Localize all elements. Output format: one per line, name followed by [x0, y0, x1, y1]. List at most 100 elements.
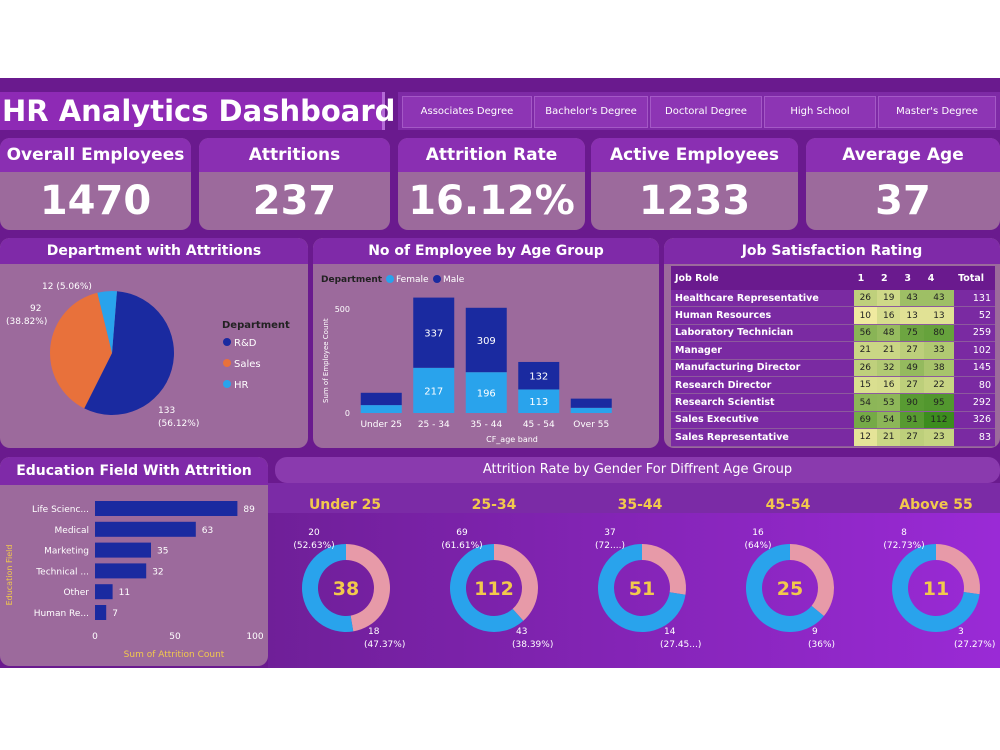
table-header[interactable]: 1: [853, 266, 877, 290]
bar-female[interactable]: [360, 405, 402, 413]
legend-swatch-female: [386, 275, 394, 283]
bar-male[interactable]: [570, 398, 612, 408]
donut-female-pct: (36%): [808, 640, 835, 650]
pie-slice-sales[interactable]: [49, 292, 112, 409]
bar-data-label: 217: [424, 386, 443, 397]
bar-female[interactable]: [413, 367, 455, 413]
donut-slice-male[interactable]: [746, 544, 824, 632]
kpi-value: 1470: [39, 178, 152, 224]
table-header[interactable]: Job Role: [671, 266, 854, 290]
table-header[interactable]: 2: [877, 266, 901, 290]
hbar[interactable]: [95, 521, 196, 537]
age-header-25-34: 25-34: [471, 497, 517, 513]
legend-swatch-male: [433, 275, 441, 283]
donut-total-label: 25: [777, 578, 803, 600]
bar-data-label: 113: [529, 397, 548, 408]
total-cell: 131: [954, 290, 995, 308]
slicer-bachelors-degree[interactable]: Bachelor's Degree: [534, 96, 648, 128]
bar-male[interactable]: [518, 361, 560, 390]
rating-cell: 43: [923, 290, 955, 308]
rating-cell: 10: [853, 306, 877, 325]
donut-female-pct: (38.39%): [512, 640, 553, 650]
x-tick-label: 100: [246, 632, 263, 642]
rating-cell: 32: [877, 359, 901, 377]
donut-male-label: 16: [752, 528, 764, 538]
x-tick-label: 45 - 54: [523, 420, 555, 430]
donut-slice-male[interactable]: [302, 544, 354, 632]
pie-label-rd: 133: [158, 406, 175, 416]
rating-cell: 56: [853, 324, 877, 343]
y-axis-label: Education Field: [5, 545, 14, 606]
donut-slice-male[interactable]: [450, 544, 524, 632]
rating-cell: 95: [923, 393, 955, 412]
job-role-cell: Manufacturing Director: [671, 359, 854, 377]
hbar[interactable]: [95, 501, 238, 516]
bar-data-label: 337: [424, 329, 443, 340]
donut-total-label: 38: [333, 578, 359, 600]
chart-title: Department with Attritions: [0, 238, 308, 264]
kpi-attritions: Attritions 237: [199, 138, 390, 230]
donut-slice-male[interactable]: [892, 544, 980, 632]
table-row: Manager 21 21 27 33 102: [671, 341, 995, 360]
x-axis-label: CF_age band: [486, 435, 538, 444]
rating-cell: 80: [923, 324, 955, 343]
slicer-doctoral-degree[interactable]: Doctoral Degree: [650, 96, 762, 128]
table-row: Research Director 15 16 27 22 80: [671, 376, 995, 395]
table-header[interactable]: 4: [923, 266, 955, 290]
hbar[interactable]: [95, 605, 107, 620]
donut-female-pct: (27.45...): [660, 640, 701, 650]
title-banner: HR Analytics Dashboard: [0, 92, 395, 130]
slicer-masters-degree[interactable]: Master's Degree: [878, 96, 996, 128]
rating-cell: 112: [923, 411, 955, 430]
bar-male[interactable]: [413, 297, 455, 368]
kpi-active-employees: Active Employees 1233: [591, 138, 798, 230]
donut-slice-female[interactable]: [790, 544, 835, 617]
table-header[interactable]: 3: [900, 266, 924, 290]
table-row: Research Scientist 54 53 90 95 292: [671, 393, 995, 412]
bar-female[interactable]: [570, 407, 612, 413]
hbar[interactable]: [95, 563, 147, 579]
age-group-panel: No of Employee by Age Group Department F…: [313, 238, 659, 448]
pie-slice-rd[interactable]: [84, 291, 174, 415]
pie-legend-title: Department: [222, 320, 290, 331]
rating-cell: 12: [853, 428, 877, 447]
hbar[interactable]: [95, 584, 113, 600]
slicer-associates-degree[interactable]: Associates Degree: [402, 96, 532, 128]
bar-female[interactable]: [465, 372, 507, 413]
hbar-data-label: 11: [119, 588, 130, 598]
hbar[interactable]: [95, 542, 151, 558]
table-row: Sales Representative 12 21 27 23 83: [671, 428, 995, 447]
donut-slice-female[interactable]: [936, 544, 980, 595]
donut-slice-male[interactable]: [598, 544, 686, 632]
slicer-high-school[interactable]: High School: [764, 96, 876, 128]
table-header[interactable]: Total: [954, 266, 995, 290]
job-role-cell: Research Director: [671, 376, 854, 395]
kpi-average-age: Average Age 37: [806, 138, 1000, 230]
table-row: Manufacturing Director 26 32 49 38 145: [671, 359, 995, 377]
bar-male[interactable]: [360, 392, 402, 406]
donut-slice-female[interactable]: [346, 544, 390, 632]
job-role-cell: Healthcare Representative: [671, 290, 854, 308]
bar-female[interactable]: [518, 389, 560, 413]
table-row: Human Resources 10 16 13 13 52: [671, 306, 995, 325]
age-header-band: [268, 483, 1000, 513]
donut-slice-female[interactable]: [642, 544, 686, 595]
job-role-cell: Laboratory Technician: [671, 324, 854, 343]
rating-cell: 49: [900, 359, 924, 377]
y-axis-label: Sum of Employee Count: [322, 318, 330, 403]
rating-cell: 26: [853, 290, 877, 308]
table-row: Laboratory Technician 56 48 75 80 259: [671, 324, 995, 343]
kpi-label: Attrition Rate: [398, 138, 585, 172]
hbar-data-label: 35: [157, 547, 168, 557]
pie-slice-hr[interactable]: [97, 291, 117, 353]
donut-male-pct: (52.63%): [293, 541, 334, 551]
donut-total-label: 11: [923, 578, 949, 600]
donut-male-label: 69: [456, 528, 468, 538]
education-field-panel: Education Field With Attrition Education…: [0, 457, 268, 666]
rating-cell: 15: [853, 376, 877, 395]
donut-male-label: 20: [308, 528, 320, 538]
y-tick-label: Other: [63, 588, 89, 598]
bar-male[interactable]: [465, 307, 507, 373]
education-slicer: Associates Degree Bachelor's Degree Doct…: [398, 92, 1000, 130]
donut-slice-female[interactable]: [494, 544, 538, 621]
